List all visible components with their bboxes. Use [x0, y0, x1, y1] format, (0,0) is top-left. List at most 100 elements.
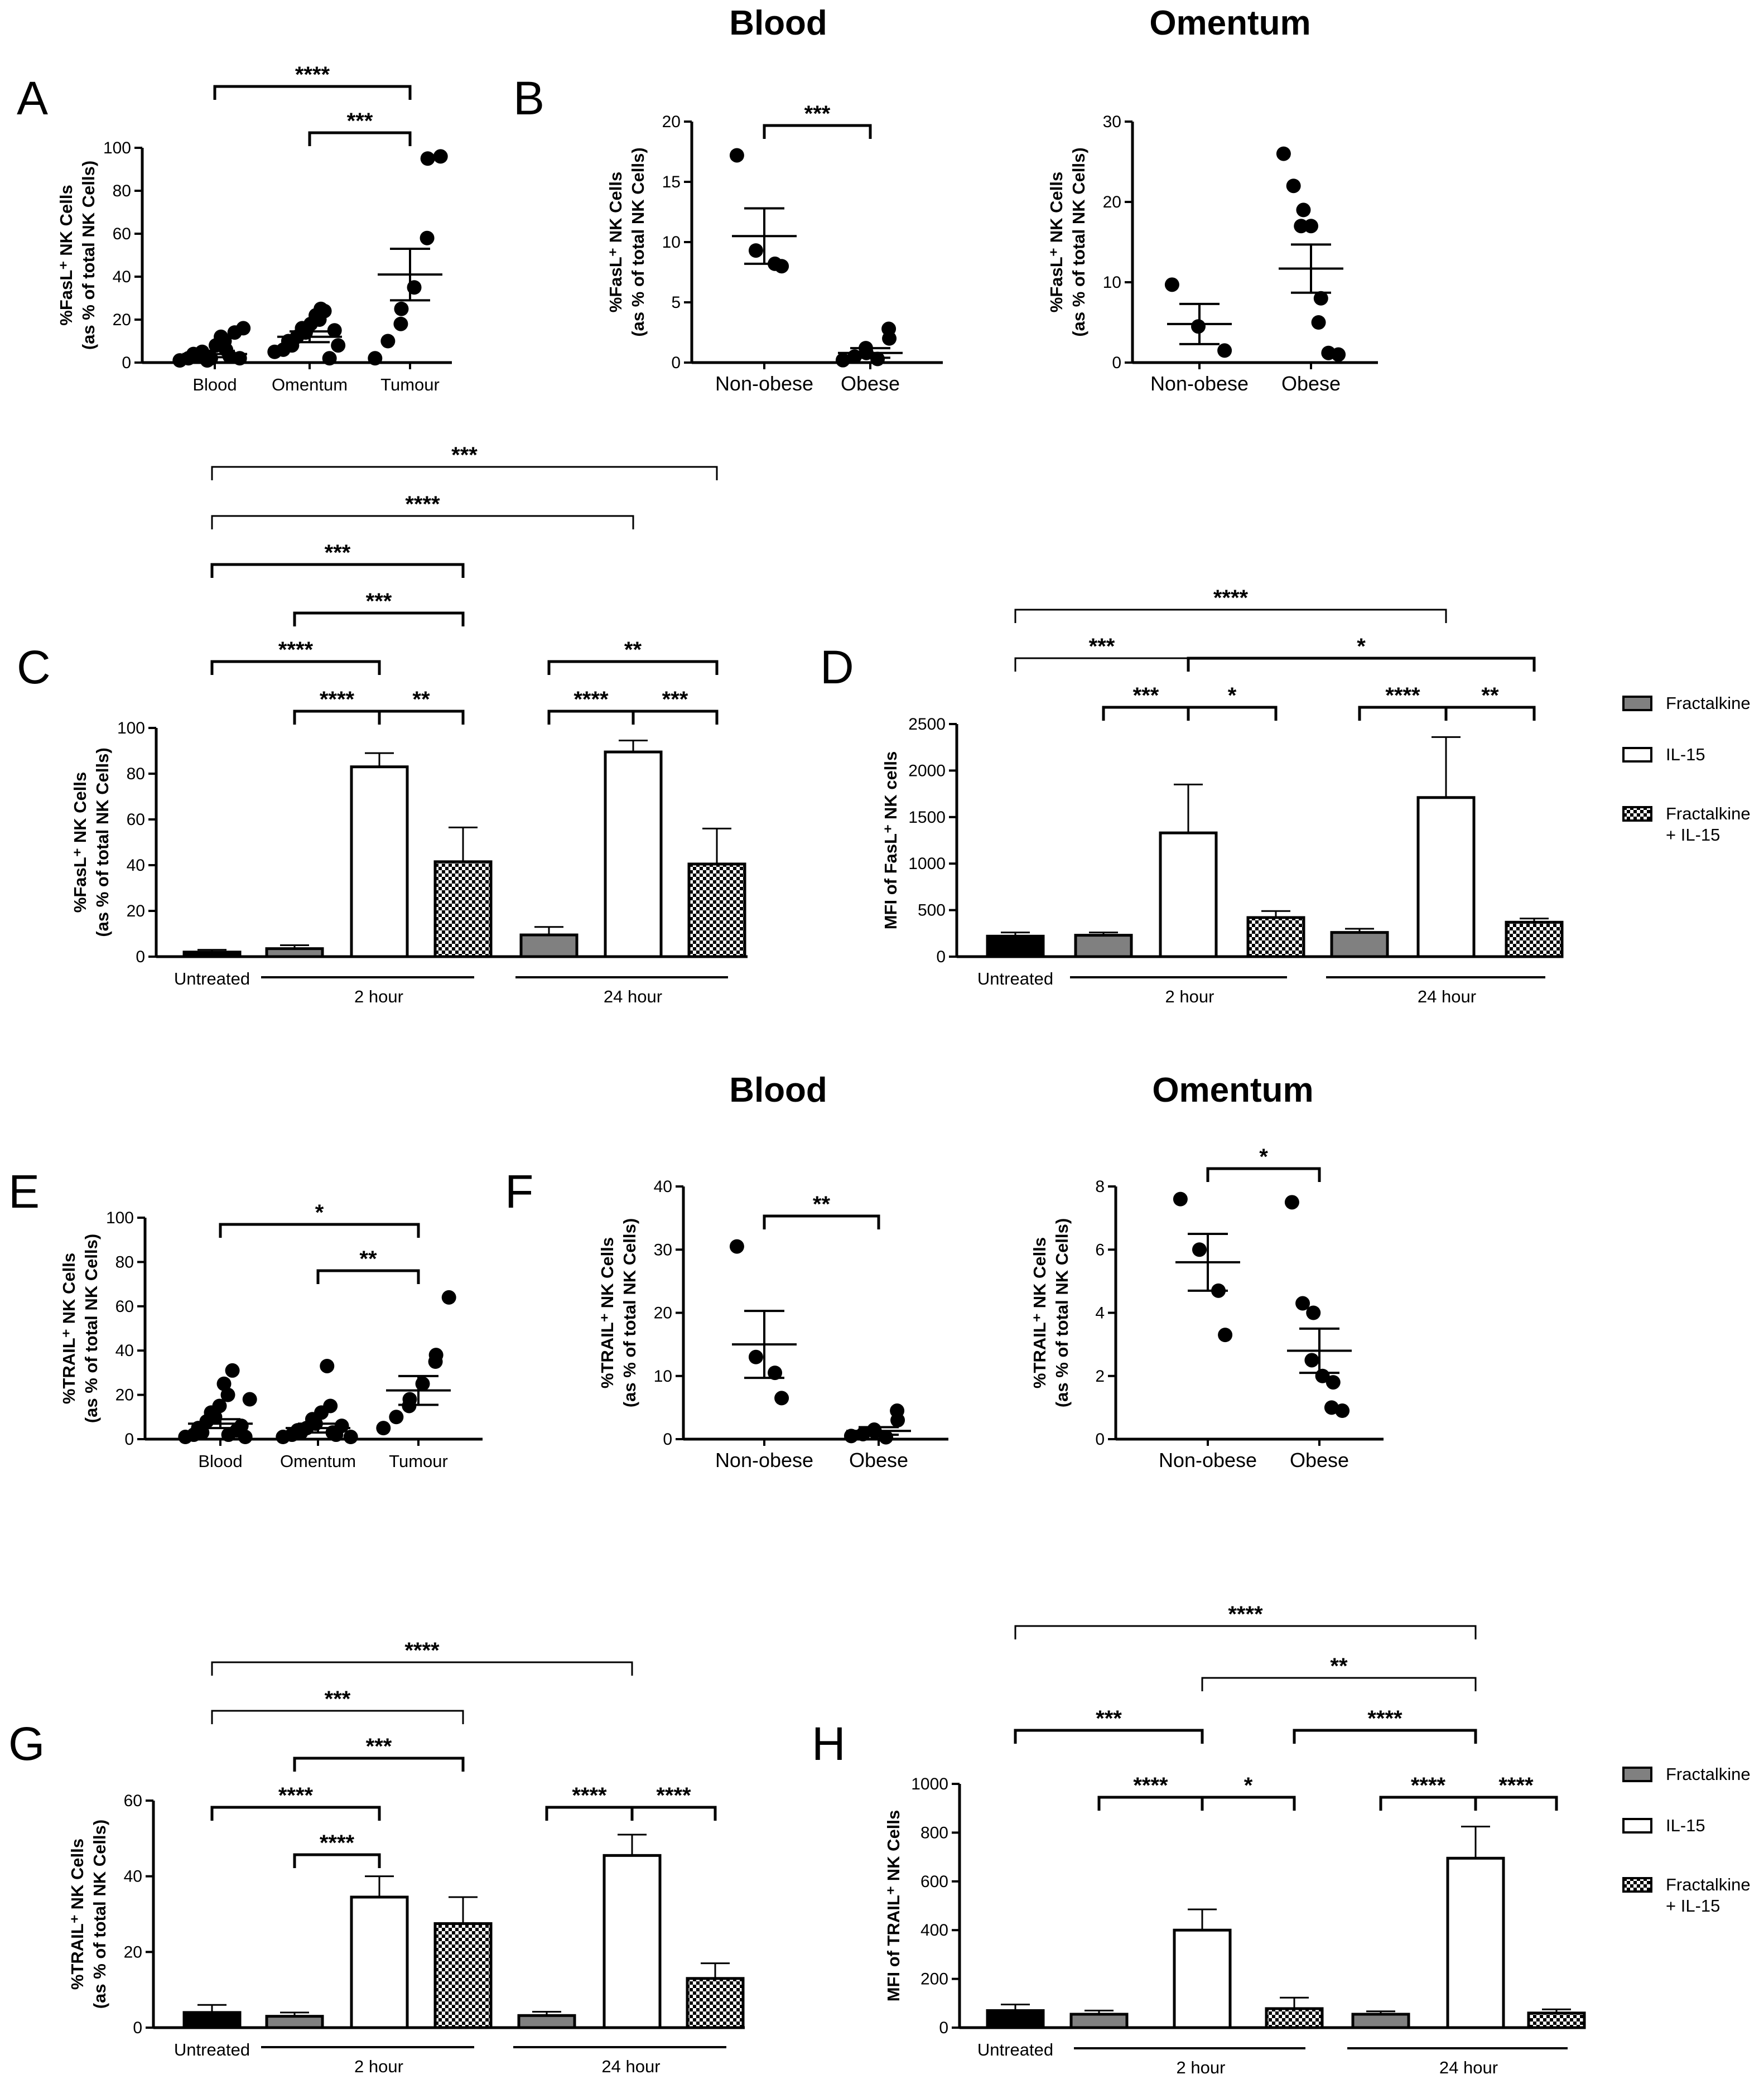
- significance-bracket: [1201, 1796, 1296, 1811]
- data-point: [729, 148, 744, 163]
- significance-label: ***: [347, 109, 373, 133]
- significance-label: ****: [404, 1638, 440, 1663]
- bar-check: [433, 860, 493, 958]
- y-axis-label: %TRAIL⁺ NK Cells: [68, 1839, 87, 1990]
- data-point: [1311, 315, 1326, 330]
- bar-white: [1173, 1928, 1232, 2029]
- bar-white: [603, 1854, 662, 2029]
- significance-label: ****: [1385, 683, 1420, 708]
- significance-label: ****: [278, 638, 314, 662]
- y-tick-label: 1000: [911, 1775, 948, 1793]
- data-point: [220, 1387, 235, 1402]
- significance-bracket: [213, 85, 412, 100]
- title-blood-row1: Blood: [729, 4, 827, 42]
- data-point: [890, 1403, 905, 1419]
- y-tick-label: 200: [920, 1970, 948, 1989]
- data-point: [1326, 1375, 1341, 1390]
- data-point: [1296, 202, 1311, 218]
- bar-check: [687, 862, 746, 958]
- significance-bracket: [293, 1853, 381, 1868]
- y-axis-label-sub: (as % of total NK Cells): [79, 161, 98, 350]
- significance-label: *: [1259, 1145, 1268, 1169]
- data-point: [428, 1348, 444, 1363]
- significance-bracket: [763, 1214, 880, 1229]
- data-point: [1304, 219, 1318, 234]
- data-point: [1164, 277, 1179, 292]
- legend-swatch-check: [1622, 806, 1652, 822]
- y-tick-label: 20: [113, 311, 131, 329]
- data-point: [368, 351, 383, 366]
- significance-label: ****: [295, 62, 330, 87]
- y-axis-label: %FasL⁺ NK Cells: [70, 772, 90, 913]
- data-point: [729, 1239, 744, 1254]
- y-tick-label: 10: [1103, 273, 1121, 292]
- y-tick-label: 1500: [908, 808, 946, 827]
- y-axis-label-sub: (as % of total NK Cells): [1052, 1218, 1072, 1407]
- bar-white: [1416, 796, 1476, 958]
- group-label: 2 hour: [1165, 987, 1214, 1006]
- panel-letter: G: [8, 1717, 45, 1770]
- significance-bracket: [308, 131, 412, 146]
- data-point: [323, 1398, 338, 1413]
- significance-label: ****: [1133, 1773, 1168, 1798]
- title-omentum-row1: Omentum: [1149, 4, 1310, 42]
- bar-check: [1527, 2011, 1586, 2029]
- y-tick-label: 10: [654, 1367, 672, 1386]
- bar-dark: [986, 934, 1045, 958]
- significance-bracket: [1102, 706, 1190, 721]
- x-category-label: Tumour: [380, 375, 440, 394]
- legend-label: Fractalkine: [1666, 1875, 1751, 1894]
- bar-white: [604, 750, 663, 958]
- significance-bracket: [1014, 657, 1189, 672]
- data-point: [1306, 1305, 1321, 1320]
- group-label: 2 hour: [354, 2057, 403, 2076]
- significance-bracket: [763, 124, 872, 139]
- y-tick-label: 40: [115, 1342, 134, 1360]
- y-tick-label: 0: [122, 354, 131, 372]
- panel-letter: F: [505, 1165, 533, 1218]
- significance-bracket: [1187, 657, 1536, 672]
- y-tick-label: 80: [115, 1253, 134, 1271]
- significance-label: ****: [405, 492, 440, 517]
- bar-check: [686, 1977, 745, 2029]
- significance-bracket: [1014, 1729, 1204, 1744]
- significance-bracket: [211, 515, 634, 529]
- data-point: [200, 353, 215, 368]
- data-point: [1304, 1353, 1319, 1368]
- y-axis-label: %FasL⁺ NK Cells: [56, 185, 76, 325]
- legend-label-2: + IL-15: [1666, 825, 1720, 845]
- significance-label: ***: [1096, 1706, 1122, 1731]
- data-point: [433, 149, 448, 164]
- data-point: [376, 1421, 391, 1436]
- bar-dark: [182, 2011, 242, 2029]
- x-category-label: Omentum: [272, 375, 348, 394]
- legend-swatch-check: [1622, 1877, 1652, 1893]
- x-category-label: Obese: [849, 1449, 908, 1472]
- data-point: [420, 230, 435, 245]
- y-tick-label: 60: [115, 1297, 134, 1316]
- y-tick-label: 500: [918, 901, 946, 920]
- y-tick-label: 20: [662, 113, 681, 131]
- y-tick-label: 0: [936, 948, 946, 966]
- data-point: [420, 151, 435, 166]
- data-point: [774, 1391, 789, 1406]
- significance-bracket: [219, 1223, 420, 1238]
- significance-label: **: [359, 1247, 377, 1271]
- data-point: [234, 1419, 249, 1434]
- y-tick-label: 6: [1095, 1241, 1105, 1259]
- bar-grey: [517, 2014, 576, 2029]
- data-point: [1218, 1328, 1233, 1343]
- data-point: [327, 323, 342, 338]
- y-tick-label: 0: [671, 354, 681, 372]
- significance-bracket: [1444, 706, 1536, 721]
- panel-letter: C: [17, 641, 51, 693]
- significance-label: ***: [662, 687, 688, 712]
- x-category-label: Non-obese: [715, 372, 813, 395]
- y-axis-label-sub: (as % of total NK Cells): [90, 1820, 109, 2009]
- significance-label: **: [1481, 683, 1499, 708]
- data-point: [835, 353, 850, 368]
- significance-label: ***: [804, 102, 831, 126]
- y-tick-label: 0: [1095, 1430, 1105, 1449]
- y-tick-label: 40: [127, 856, 145, 875]
- data-point: [748, 243, 763, 258]
